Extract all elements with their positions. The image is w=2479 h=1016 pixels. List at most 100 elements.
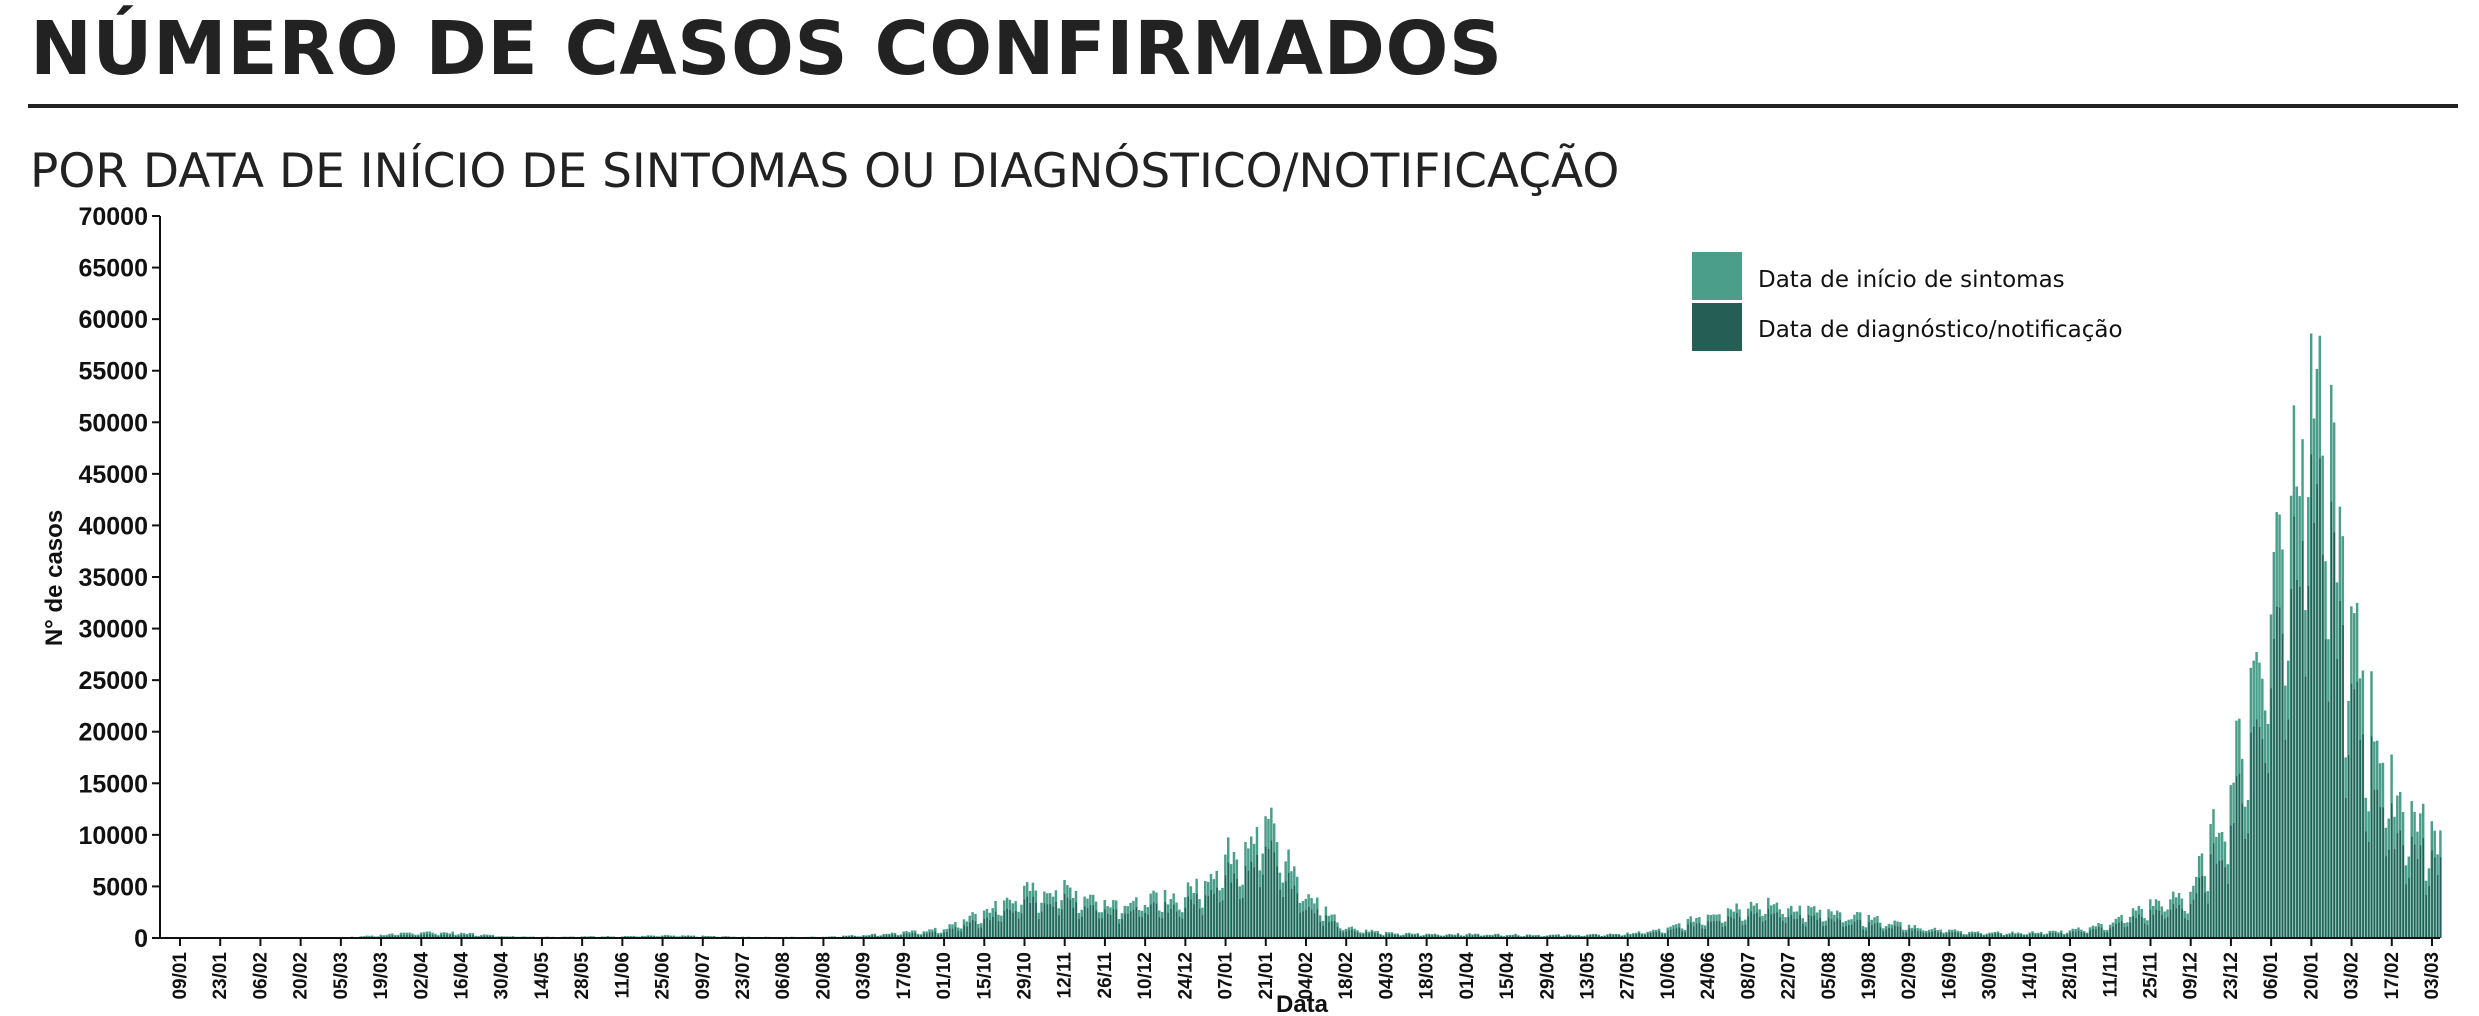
bar-diagnosis — [2376, 789, 2379, 938]
bar-diagnosis — [1865, 930, 1867, 938]
x-tick-label: 06/01 — [2261, 952, 2282, 1000]
bar-diagnosis — [1402, 935, 1405, 938]
bar-diagnosis — [1273, 852, 1276, 938]
bar-diagnosis — [1101, 918, 1103, 938]
bar-diagnosis — [1247, 870, 1250, 938]
bar-diagnosis — [406, 934, 408, 938]
bar-diagnosis — [1736, 912, 1738, 938]
bar-diagnosis — [1609, 934, 1612, 938]
bar-diagnosis — [2296, 579, 2298, 938]
legend-swatch-symptom-onset — [1692, 252, 1742, 300]
bar-diagnosis — [951, 928, 954, 938]
bar-diagnosis — [2304, 676, 2307, 938]
bar-diagnosis — [2034, 934, 2037, 938]
bar-diagnosis — [1167, 912, 1169, 938]
bar-diagnosis — [2164, 918, 2166, 938]
bar-diagnosis — [1213, 893, 1215, 938]
bar-diagnosis — [1810, 916, 1813, 938]
bar-diagnosis — [957, 930, 960, 938]
y-tick-label: 25000 — [78, 667, 148, 695]
bar-diagnosis — [1747, 916, 1750, 938]
bar-diagnosis — [1805, 926, 1807, 938]
bar-diagnosis — [2339, 600, 2341, 938]
bar-diagnosis — [2020, 934, 2022, 938]
bar-diagnosis — [457, 935, 460, 938]
bar-diagnosis — [1632, 934, 1635, 938]
bar-diagnosis — [1121, 919, 1123, 938]
bar-diagnosis — [1161, 918, 1164, 938]
bar-diagnosis — [2077, 930, 2080, 938]
bar-diagnosis — [423, 934, 425, 938]
bar-diagnosis — [1365, 931, 1368, 938]
bar-diagnosis — [2089, 930, 2091, 938]
bar-diagnosis — [1876, 922, 1879, 938]
bar-diagnosis — [908, 934, 911, 938]
bar-diagnosis — [1250, 861, 1253, 938]
bar-diagnosis — [1914, 928, 1916, 938]
bar-diagnosis — [1474, 934, 1477, 938]
bar-diagnosis — [2006, 934, 2008, 938]
bar-diagnosis — [1624, 935, 1626, 938]
bar-diagnosis — [1313, 913, 1316, 938]
bar-diagnosis — [1595, 934, 1597, 938]
bar-diagnosis — [1408, 934, 1411, 938]
bar-diagnosis — [2322, 554, 2324, 938]
bar-diagnosis — [1425, 935, 1428, 938]
bar-diagnosis — [2439, 857, 2442, 938]
bar-diagnosis — [1147, 914, 1149, 938]
bar-diagnosis — [1107, 913, 1109, 938]
bar-diagnosis — [1181, 918, 1184, 938]
bar-diagnosis — [1756, 912, 1758, 938]
bar-diagnosis — [1089, 905, 1092, 938]
bar-diagnosis — [1081, 916, 1083, 938]
bar-diagnosis — [2149, 909, 2152, 938]
bar-diagnosis — [1348, 930, 1350, 938]
bar-diagnosis — [2014, 934, 2017, 938]
bar-diagnosis — [2276, 606, 2278, 938]
bar-diagnosis — [1023, 899, 1026, 938]
bar-diagnosis — [1652, 932, 1655, 938]
bar-diagnosis — [1517, 935, 1520, 938]
bar-diagnosis — [1954, 931, 1956, 938]
bar-diagnosis — [1874, 923, 1876, 938]
bar-diagnosis — [2098, 927, 2100, 938]
bar-diagnosis — [1405, 934, 1408, 938]
bar-diagnosis — [1187, 896, 1189, 938]
y-tick-label: 45000 — [78, 461, 148, 489]
bar-diagnosis — [1773, 913, 1775, 938]
bar-diagnosis — [1319, 921, 1322, 938]
bar-diagnosis — [1477, 935, 1480, 938]
bar-diagnosis — [1155, 903, 1158, 938]
bar-diagnosis — [1897, 926, 1899, 938]
x-tick-label: 15/10 — [974, 952, 995, 1000]
bar-diagnosis — [1856, 919, 1859, 938]
bar-diagnosis — [1015, 910, 1017, 938]
bar-diagnosis — [1922, 932, 1925, 938]
bar-diagnosis — [1767, 908, 1770, 938]
bar-diagnosis — [2052, 932, 2054, 938]
bar-diagnosis — [894, 934, 896, 938]
bar-diagnosis — [1075, 902, 1077, 938]
x-tick-label: 12/11 — [1055, 952, 1076, 999]
y-axis-label: N° de casos — [41, 510, 68, 646]
bar-diagnosis — [2416, 859, 2419, 938]
bar-diagnosis — [1974, 933, 1976, 938]
bar-diagnosis — [1290, 888, 1293, 938]
bar-diagnosis — [432, 934, 434, 938]
bar-diagnosis — [443, 934, 445, 938]
bar-diagnosis — [1046, 904, 1049, 938]
bar-diagnosis — [1469, 934, 1471, 938]
bar-diagnosis — [1020, 913, 1023, 938]
bar-diagnosis — [1667, 930, 1669, 938]
bar-diagnosis — [1598, 935, 1600, 938]
bar-diagnosis — [1675, 928, 1678, 938]
bar-diagnosis — [1497, 934, 1500, 938]
bar-diagnosis — [1698, 923, 1701, 938]
bar-diagnosis — [1262, 874, 1264, 938]
bar-diagnosis — [1374, 933, 1376, 938]
bar-diagnosis — [1807, 914, 1810, 938]
bar-diagnosis — [954, 927, 957, 938]
y-tick-label: 50000 — [78, 409, 148, 437]
bar-diagnosis — [1224, 875, 1227, 938]
bar-diagnosis — [1115, 909, 1118, 938]
